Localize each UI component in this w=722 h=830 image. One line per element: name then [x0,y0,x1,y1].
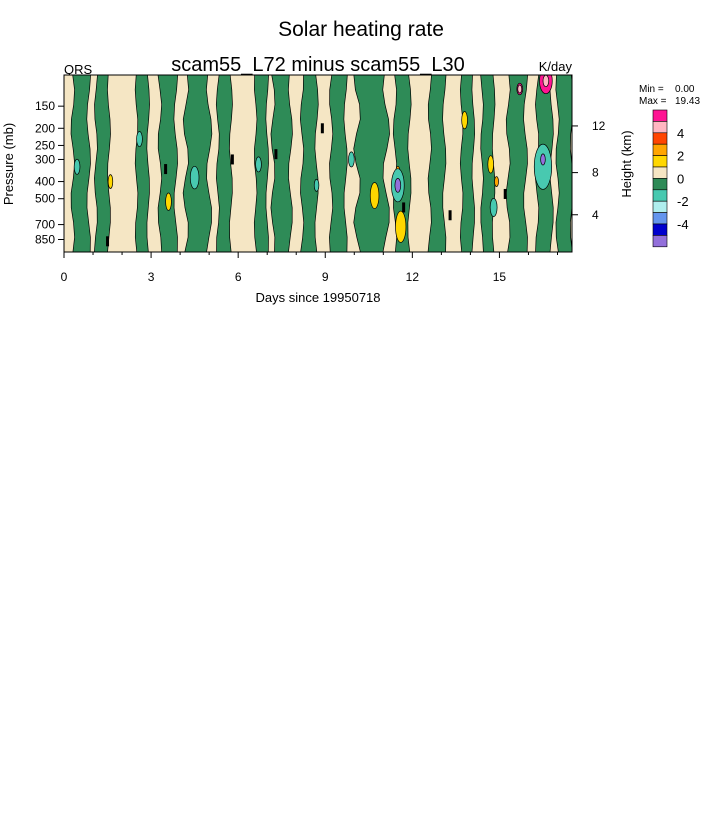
right-tick-label: 12 [592,119,606,133]
tight-contour-mark [230,154,234,165]
x-tick-label: 15 [493,270,507,284]
right-axis-label: Height (km) [619,130,634,197]
plot-frame [63,74,573,253]
negative-contour [489,198,498,217]
negative-band [215,75,233,252]
legend-level-label: 0 [677,171,684,186]
positive-contour [369,182,380,209]
legend-swatch [652,143,668,156]
negative-band [270,75,293,252]
color-legend-labels: 4 2 0 -2 -4 [677,126,689,232]
tight-contour-mark [448,210,452,221]
positive-contour [165,192,172,211]
negative-band [157,75,179,252]
right-axis: 12 8 4 [572,119,606,222]
negative-band [353,75,390,252]
y-axis-label: Pressure (mb) [1,123,16,205]
legend-level-label: 4 [677,126,684,141]
x-tick-label: 12 [406,270,420,284]
high-positive-core [517,84,523,94]
units-label: K/day [539,59,573,74]
x-tick-label: 6 [235,270,242,284]
legend-level-label: -4 [677,217,689,232]
legend-level-label: 2 [677,149,684,164]
negative-band [299,75,319,252]
negative-contour [73,158,81,175]
legend-swatch [652,155,668,168]
negative-band [459,75,475,252]
negative-band [555,75,572,252]
tight-contour-mark [320,123,324,134]
tight-contour-mark [402,202,406,213]
negative-band [134,75,150,252]
legend-swatch [652,223,668,236]
color-legend [652,109,668,248]
positive-contour [461,111,468,130]
min-label: Min = [639,84,664,95]
y-tick-label: 200 [35,121,55,135]
x-tick-label: 0 [61,270,68,284]
y-tick-label: 400 [35,175,55,189]
positive-contour [494,176,499,187]
y-tick-label: 850 [35,233,55,247]
negative-band [70,75,91,252]
legend-swatch [652,121,668,134]
min-value: 0.00 [675,84,695,95]
contour-field [64,75,572,252]
negative-contour [136,131,143,147]
x-axis: 0 3 6 9 12 15 [61,252,558,284]
variable-label: QRS [64,62,93,77]
x-tick-label: 9 [322,270,329,284]
tight-contour-mark [274,149,278,160]
negative-band [427,75,447,252]
negative-band [392,75,412,252]
x-axis-label: Days since 19950718 [255,290,380,305]
legend-swatch [652,200,668,213]
max-value: 19.43 [675,96,700,107]
y-tick-label: 250 [35,138,55,152]
y-tick-label: 150 [35,99,55,113]
negative-contour [255,156,262,173]
negative-contour [533,143,553,190]
high-positive-core [542,75,550,88]
negative-band [94,75,111,252]
chart-title: Solar heating rate [278,18,444,41]
legend-swatch [652,166,668,179]
negative-contour [189,165,200,190]
legend-swatch [652,132,668,145]
legend-swatch [652,212,668,225]
legend-swatch [652,178,668,191]
max-label: Max = [639,96,667,107]
negative-band [505,75,528,252]
chart-subtitle: scam55_L72 minus scam55_L30 [171,54,465,76]
positive-contour [487,155,494,174]
negative-contour [313,178,320,192]
x-tick-label: 3 [148,270,155,284]
right-tick-label: 8 [592,166,599,180]
legend-swatch [652,109,668,122]
legend-swatch [652,189,668,202]
positive-contour [107,174,114,189]
tight-contour-mark [503,188,507,199]
negative-contour [348,151,355,168]
strong-negative-contour [540,153,546,166]
y-tick-label: 500 [35,192,55,206]
tight-contour-mark [106,236,110,247]
strong-negative-contour [394,177,402,193]
negative-band [182,75,213,252]
negative-band [329,75,348,252]
legend-swatch [652,235,668,248]
tight-contour-mark [164,164,168,175]
right-tick-label: 4 [592,208,599,222]
y-tick-label: 700 [35,218,55,232]
legend-level-label: -2 [677,194,689,209]
positive-contour [395,210,407,243]
y-tick-label: 300 [35,152,55,166]
